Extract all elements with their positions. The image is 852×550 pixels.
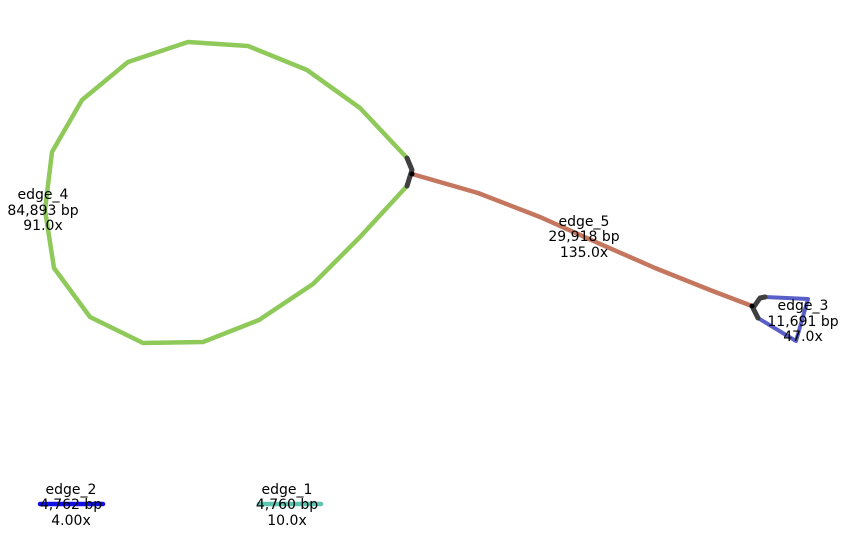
edge-4-path[interactable] (42, 39, 410, 346)
edge-2-depth: 4.00x (51, 513, 90, 529)
edge-5-name: edge_5 (559, 214, 610, 230)
node-right-dot (749, 303, 755, 309)
edge-4-name: edge_4 (18, 187, 69, 203)
edge-5-path[interactable] (409, 171, 755, 309)
edge-3-depth: 47.0x (783, 329, 822, 345)
edge-4-depth: 91.0x (23, 218, 62, 234)
node-left-dot (409, 171, 415, 177)
edge-1-depth: 10.0x (267, 513, 306, 529)
edge-4-label: edge_4 84,893 bp 91.0x (7, 187, 78, 234)
edge-3-label: edge_3 11,691 bp 47.0x (767, 298, 838, 345)
edge-3-path[interactable] (756, 295, 810, 343)
edge-3-length: 11,691 bp (767, 314, 838, 330)
edge-3-name: edge_3 (778, 298, 829, 314)
edge-1-label: edge_1 4,760 bp 10.0x (256, 482, 318, 529)
node-right-junction[interactable] (750, 294, 768, 321)
edge-5-label: edge_5 29,918 bp 135.0x (548, 214, 619, 261)
edge-2-name: edge_2 (46, 482, 97, 498)
edge-5-depth: 135.0x (560, 245, 608, 261)
edge-2-label: edge_2 4,762 bp 4.00x (40, 482, 102, 529)
edge-1-name: edge_1 (262, 482, 313, 498)
edge-5-length: 29,918 bp (548, 229, 619, 245)
edge-2-length: 4,762 bp (40, 497, 102, 513)
node-left-junction[interactable] (404, 155, 415, 189)
edge-1-length: 4,760 bp (256, 497, 318, 513)
edge-4-length: 84,893 bp (7, 203, 78, 219)
